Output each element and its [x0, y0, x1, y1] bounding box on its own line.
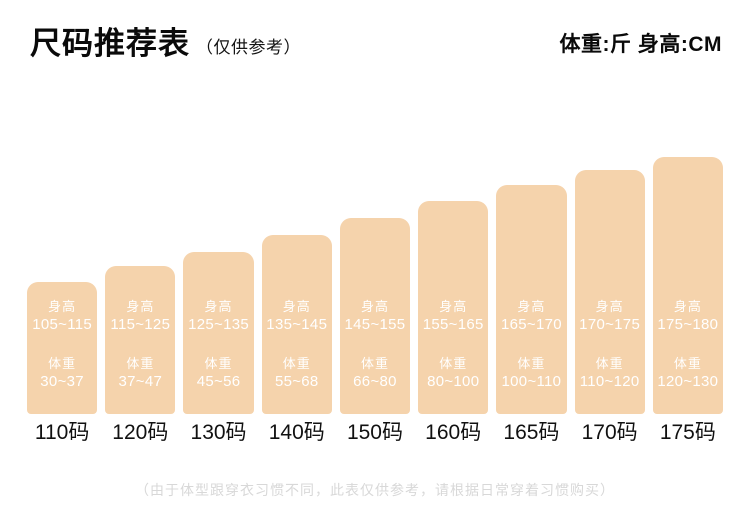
footer-note: （由于体型跟穿衣习惯不同，此表仅供参考，请根据日常穿着习惯购买）	[135, 482, 615, 498]
bar-text: 身高 155~165 体重 80~100	[418, 298, 488, 392]
size-column-150: 身高 145~155 体重 66~80 150码	[339, 218, 411, 448]
weight-range: 55~68	[274, 373, 319, 390]
height-range: 175~180	[657, 316, 719, 333]
weight-label: 体重	[673, 356, 702, 371]
size-bar: 身高 115~125 体重 37~47	[105, 266, 176, 414]
bar-text: 身高 170~175 体重 110~120	[575, 298, 645, 392]
weight-label: 体重	[360, 356, 389, 371]
size-column-165: 身高 165~170 体重 100~110 165码	[496, 185, 567, 448]
weight-range: 45~56	[196, 373, 241, 390]
size-column-140: 身高 135~145 体重 55~68 140码	[261, 235, 332, 448]
size-bar: 身高 155~165 体重 80~100	[418, 201, 489, 414]
weight-label: 体重	[126, 356, 155, 371]
weight-range: 100~110	[501, 373, 562, 390]
height-range: 170~175	[579, 316, 641, 333]
size-column-160: 身高 155~165 体重 80~100 160码	[418, 201, 489, 448]
size-bar: 身高 135~145 体重 55~68	[261, 235, 332, 414]
bar-text: 身高 105~115 体重 30~37	[27, 298, 97, 392]
size-code-label: 175码	[659, 421, 716, 444]
height-range: 165~170	[500, 316, 562, 333]
height-label: 身高	[439, 299, 468, 314]
weight-label: 体重	[48, 356, 77, 371]
size-code-label: 150码	[346, 421, 403, 444]
size-code-label: 110码	[34, 421, 90, 444]
height-range: 125~135	[188, 316, 249, 333]
header: 尺码推荐表 （仅供参考） 体重:斤 身高:CM	[30, 26, 722, 62]
size-bar: 身高 105~115 体重 30~37	[27, 282, 98, 414]
height-label: 身高	[48, 299, 77, 314]
size-column-110: 身高 105~115 体重 30~37 110码	[27, 282, 98, 448]
height-label: 身高	[517, 299, 546, 314]
size-bar: 身高 165~170 体重 100~110	[496, 185, 567, 414]
page-subtitle: （仅供参考）	[196, 38, 301, 57]
size-code-label: 130码	[190, 421, 247, 444]
bar-text: 身高 145~155 体重 66~80	[340, 298, 410, 392]
weight-label: 体重	[595, 356, 624, 371]
height-label: 身高	[204, 299, 233, 314]
height-label: 身高	[360, 299, 389, 314]
size-column-170: 身高 170~175 体重 110~120 170码	[574, 170, 645, 448]
bar-text: 身高 175~180 体重 120~130	[653, 298, 723, 392]
height-label: 身高	[595, 299, 624, 314]
size-bar: 身高 175~180 体重 120~130	[652, 157, 723, 414]
weight-range: 30~37	[40, 373, 84, 390]
size-bar: 身高 125~135 体重 45~56	[183, 252, 254, 414]
weight-range: 80~100	[427, 373, 480, 390]
size-code-label: 165码	[503, 421, 560, 444]
weight-label: 体重	[204, 356, 233, 371]
size-code-label: 160码	[425, 421, 482, 444]
size-code-label: 120码	[112, 421, 169, 444]
height-label: 身高	[282, 299, 311, 314]
bar-text: 身高 125~135 体重 45~56	[183, 298, 253, 392]
bar-text: 身高 135~145 体重 55~68	[262, 298, 332, 392]
height-label: 身高	[673, 299, 702, 314]
height-range: 145~155	[344, 316, 406, 333]
height-range: 105~115	[32, 316, 93, 333]
weight-range: 110~120	[579, 373, 640, 390]
height-range: 135~145	[266, 316, 328, 333]
title-block: 尺码推荐表 （仅供参考）	[30, 26, 301, 62]
height-range: 155~165	[422, 316, 484, 333]
bar-text: 身高 115~125 体重 37~47	[105, 298, 175, 392]
weight-label: 体重	[517, 356, 546, 371]
bar-text: 身高 165~170 体重 100~110	[496, 298, 566, 392]
weight-range: 120~130	[657, 373, 719, 390]
height-range: 115~125	[110, 316, 171, 333]
size-bar: 身高 170~175 体重 110~120	[574, 170, 645, 414]
size-bar: 身高 145~155 体重 66~80	[339, 218, 411, 414]
page-title: 尺码推荐表	[30, 26, 190, 61]
size-bar-chart: 身高 105~115 体重 30~37 110码 身高 115~125 体重 3…	[27, 157, 723, 448]
size-column-130: 身高 125~135 体重 45~56 130码	[183, 252, 254, 448]
weight-label: 体重	[439, 356, 468, 371]
size-code-label: 140码	[268, 421, 325, 444]
size-code-label: 170码	[581, 421, 638, 444]
height-label: 身高	[126, 299, 155, 314]
weight-range: 37~47	[118, 373, 163, 390]
units-label: 体重:斤 身高:CM	[559, 33, 722, 56]
weight-label: 体重	[282, 356, 311, 371]
weight-range: 66~80	[353, 373, 397, 390]
size-column-175: 身高 175~180 体重 120~130 175码	[652, 157, 723, 448]
size-column-120: 身高 115~125 体重 37~47 120码	[105, 266, 176, 448]
